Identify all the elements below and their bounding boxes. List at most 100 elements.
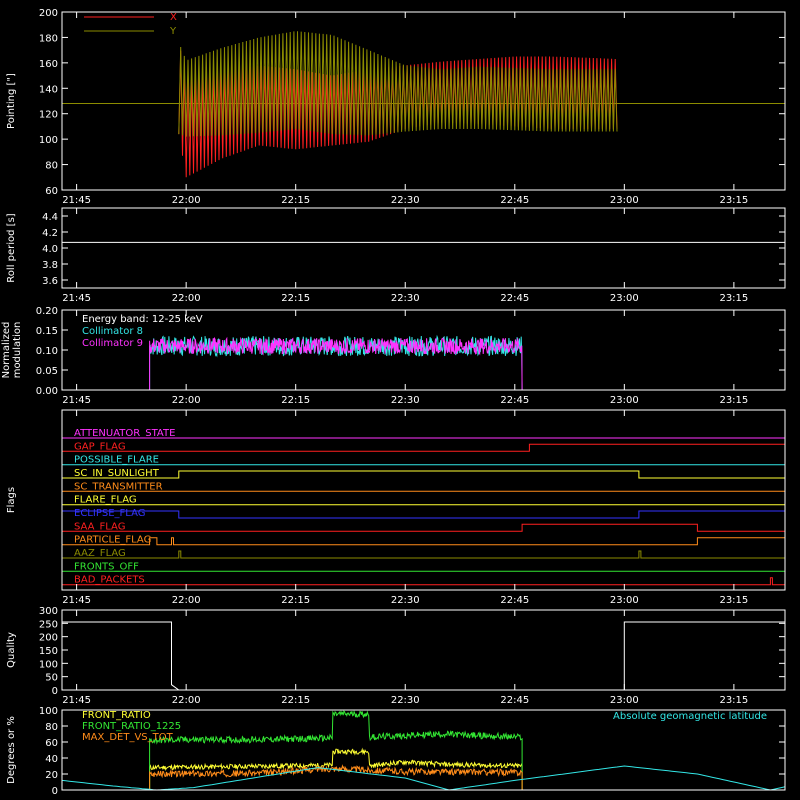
pointing-ytick-label: 200 — [39, 8, 58, 19]
flag-bad-packets-line — [62, 577, 785, 586]
pointing-ytick-label: 160 — [39, 59, 58, 70]
roll-ytick-label: 4.2 — [42, 228, 58, 239]
flags-xtick-label: 22:00 — [172, 595, 201, 606]
quality-xtick-label: 22:00 — [172, 695, 201, 706]
modulation-ylabel: Normalized — [1, 322, 12, 379]
flag-saa-flag-line — [62, 523, 785, 532]
front-legend-front-ratio-1225-label: FRONT_RATIO_1225 — [82, 721, 181, 732]
roll-xtick-label: 21:45 — [62, 293, 91, 304]
flag-particle-flag-line — [62, 537, 786, 546]
modulation-ylabel: modulation — [12, 322, 23, 379]
flags-xtick-label: 22:30 — [391, 595, 420, 606]
modulation-xtick-label: 22:30 — [391, 395, 420, 406]
flag-sc-in-sunlight-label: SC_IN_SUNLIGHT — [74, 468, 160, 479]
pointing-ytick-label: 80 — [45, 161, 58, 172]
modulation-xtick-label: 22:45 — [500, 395, 529, 406]
roll-frame — [61, 207, 786, 289]
flag-fronts-off-label: FRONTS_OFF — [74, 561, 139, 572]
flags-frame — [61, 409, 786, 591]
flag-eclipse-flag-line — [61, 510, 786, 519]
roll-xtick-label: 22:15 — [281, 293, 310, 304]
modulation-xtick-label: 22:15 — [281, 395, 310, 406]
quality-series — [62, 621, 785, 691]
quality-ytick-label: 100 — [39, 659, 58, 670]
modulation-ytick-label: 0.05 — [36, 366, 58, 377]
roll-xtick-label: 22:45 — [500, 293, 529, 304]
front-ylabel: Degrees or % — [6, 716, 17, 784]
modulation-ytick-label: 0.20 — [36, 306, 58, 317]
front-annotation: Absolute geomagnetic latitude — [613, 711, 767, 722]
flag-particle-flag-label: PARTICLE_FLAG — [74, 535, 151, 546]
flag-gap-flag-line — [62, 443, 786, 452]
modulation-series-collimator-9 — [62, 336, 785, 391]
pointing-xtick-label: 22:45 — [500, 195, 529, 206]
quality-ytick-label: 250 — [39, 619, 58, 630]
quality-ytick-label: 0 — [52, 686, 58, 697]
quality-ytick-label: 200 — [39, 633, 58, 644]
flag-sc-transmitter-label: SC_TRANSMITTER — [74, 481, 163, 492]
flag-flare-flag-label: FLARE_FLAG — [74, 495, 137, 506]
quality-xtick-label: 21:45 — [62, 695, 91, 706]
pointing-xtick-label: 23:15 — [719, 195, 748, 206]
pointing-ytick-label: 180 — [39, 33, 58, 44]
pointing-series-y — [178, 31, 618, 137]
flags-xtick-label: 22:45 — [500, 595, 529, 606]
quality-xtick-label: 22:15 — [281, 695, 310, 706]
pointing-xtick-label: 21:45 — [62, 195, 91, 206]
quality-xtick-label: 22:45 — [500, 695, 529, 706]
quality-xtick-label: 22:30 — [391, 695, 420, 706]
modulation-xtick-label: 23:00 — [610, 395, 639, 406]
pointing-ytick-label: 140 — [39, 84, 58, 95]
modulation-legend-collimator-8-label: Collimator 8 — [82, 326, 143, 337]
roll-ylabel: Roll period [s] — [6, 213, 17, 282]
pointing-ytick-label: 120 — [39, 110, 58, 121]
roll-ytick-label: 4.0 — [42, 244, 58, 255]
roll-ytick-label: 3.6 — [42, 276, 58, 287]
quality-ylabel: Quality — [6, 632, 17, 668]
front-series-geomagnetic-latitude — [61, 765, 786, 791]
flags-ylabel: Flags — [6, 487, 17, 513]
quality-ytick-label: 150 — [39, 646, 58, 657]
pointing-ytick-label: 100 — [39, 135, 58, 146]
pointing-xtick-label: 22:30 — [391, 195, 420, 206]
modulation-legend-collimator-9-label: Collimator 9 — [82, 338, 143, 349]
roll-xtick-label: 23:15 — [719, 293, 748, 304]
front-frame — [61, 709, 786, 791]
quality-ytick-label: 300 — [39, 606, 58, 617]
front-legend-max-det-vs-tot-label: MAX_DET_VS_TOT — [82, 732, 174, 743]
quality-xtick-label: 23:15 — [719, 695, 748, 706]
front-ytick-label: 80 — [45, 722, 58, 733]
roll-xtick-label: 22:00 — [172, 293, 201, 304]
flag-saa-flag-label: SAA_FLAG — [74, 521, 125, 532]
modulation-xtick-label: 22:00 — [172, 395, 201, 406]
modulation-ytick-label: 0.10 — [36, 346, 58, 357]
flag-aaz-flag-label: AAZ_FLAG — [74, 548, 126, 559]
roll-xtick-label: 22:30 — [391, 293, 420, 304]
pointing-ytick-label: 60 — [45, 186, 58, 197]
flags-xtick-label: 21:45 — [62, 595, 91, 606]
flag-aaz-flag-line — [62, 550, 785, 559]
flags-xtick-label: 23:00 — [610, 595, 639, 606]
front-ytick-label: 20 — [45, 770, 58, 781]
pointing-xtick-label: 23:00 — [610, 195, 639, 206]
flags-xtick-label: 23:15 — [719, 595, 748, 606]
roll-ytick-label: 4.4 — [42, 212, 58, 223]
modulation-xtick-label: 23:15 — [719, 395, 748, 406]
quality-ytick-label: 50 — [45, 673, 58, 684]
roll-ytick-label: 3.8 — [42, 260, 58, 271]
front-ytick-label: 40 — [45, 754, 58, 765]
front-legend-front-ratio-label: FRONT_RATIO — [82, 710, 151, 721]
front-ytick-label: 0 — [52, 786, 58, 797]
front-series-front-ratio — [149, 747, 523, 790]
pointing-xtick-label: 22:15 — [281, 195, 310, 206]
front-series-front-ratio-1225 — [149, 709, 523, 790]
front-ytick-label: 100 — [39, 706, 58, 717]
flag-bad-packets-label: BAD_PACKETS — [74, 575, 145, 586]
flag-possible-flare-label: POSSIBLE_FLARE — [74, 455, 159, 466]
modulation-annotation: Energy band: 12-25 keV — [82, 314, 203, 325]
flag-eclipse-flag-label: ECLIPSE_FLAG — [74, 508, 145, 519]
quality-xtick-label: 23:00 — [610, 695, 639, 706]
modulation-xtick-label: 21:45 — [62, 395, 91, 406]
